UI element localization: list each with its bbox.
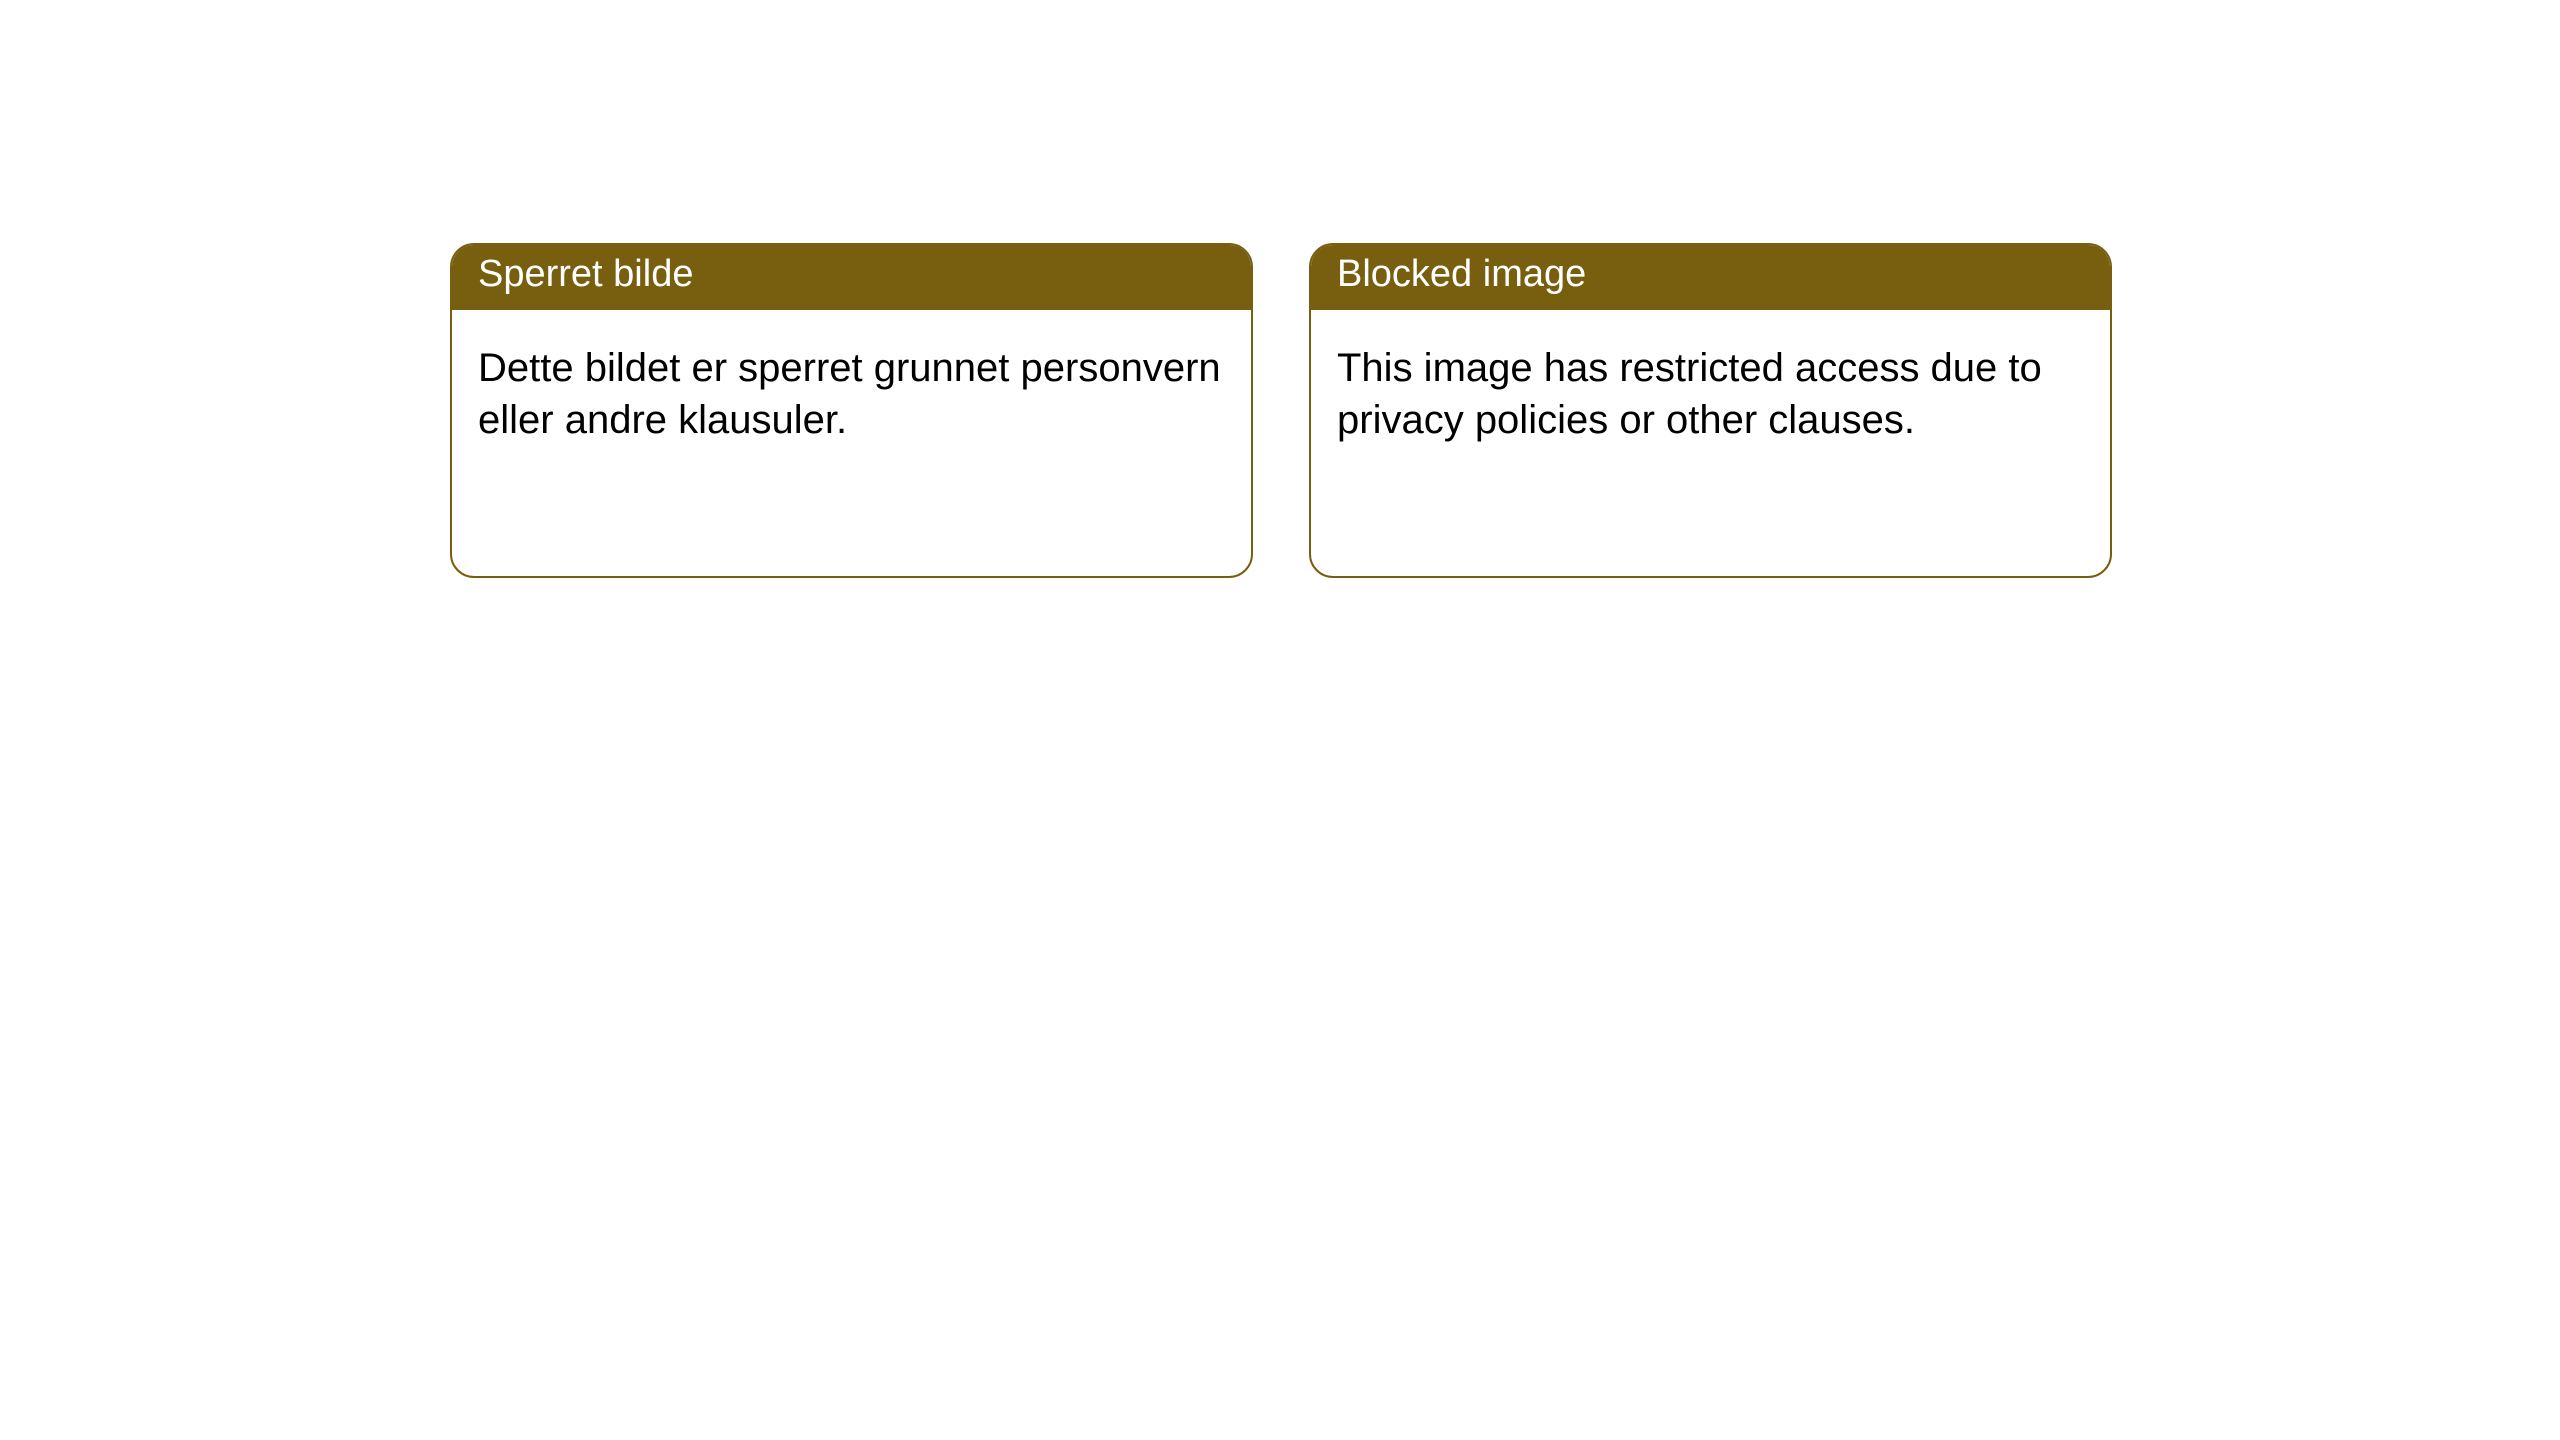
card-english: Blocked image This image has restricted … <box>1309 243 2112 578</box>
card-body-norwegian: Dette bildet er sperret grunnet personve… <box>452 310 1251 478</box>
cards-container: Sperret bilde Dette bildet er sperret gr… <box>450 243 2112 578</box>
card-body-english: This image has restricted access due to … <box>1311 310 2110 478</box>
card-header-norwegian: Sperret bilde <box>452 245 1251 310</box>
card-header-english: Blocked image <box>1311 245 2110 310</box>
card-norwegian: Sperret bilde Dette bildet er sperret gr… <box>450 243 1253 578</box>
